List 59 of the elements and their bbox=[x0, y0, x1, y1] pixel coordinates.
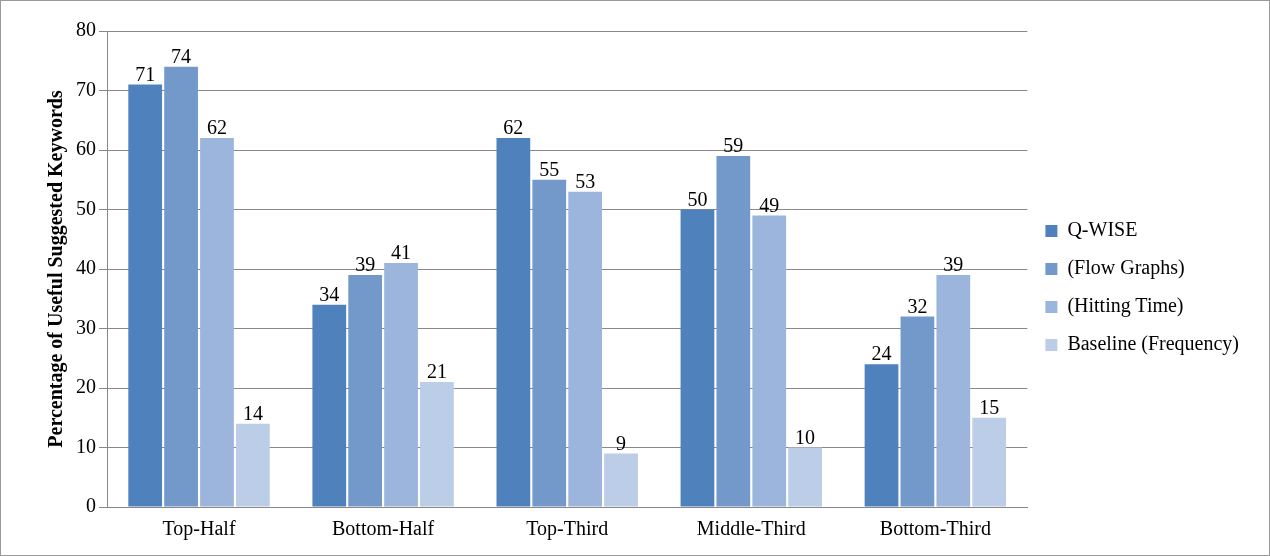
y-tick-label: 80 bbox=[76, 18, 96, 41]
legend-label: Q-WISE bbox=[1067, 218, 1138, 241]
bar bbox=[604, 453, 638, 507]
data-label: 24 bbox=[871, 342, 892, 365]
bar bbox=[200, 138, 234, 507]
bar bbox=[680, 209, 715, 507]
bar bbox=[312, 304, 347, 507]
y-tick-label: 10 bbox=[76, 434, 96, 457]
y-tick-label: 20 bbox=[76, 375, 96, 398]
data-label: 34 bbox=[319, 282, 340, 305]
data-label: 10 bbox=[795, 425, 816, 448]
bar bbox=[716, 155, 751, 507]
x-tick-label: Middle-Third bbox=[696, 517, 806, 540]
bar bbox=[936, 274, 971, 507]
data-label: 14 bbox=[242, 401, 263, 424]
bar bbox=[128, 84, 163, 507]
data-label: 49 bbox=[759, 193, 780, 216]
data-label: 39 bbox=[943, 253, 964, 276]
data-label: 32 bbox=[907, 294, 928, 317]
data-label: 62 bbox=[503, 116, 524, 139]
data-label: 50 bbox=[687, 187, 708, 210]
bar bbox=[864, 364, 899, 507]
data-label: 74 bbox=[171, 44, 192, 67]
legend-label: Baseline (Frequency) bbox=[1067, 332, 1240, 356]
data-label: 71 bbox=[135, 62, 156, 85]
x-tick-label: Bottom-Third bbox=[879, 517, 991, 540]
data-label: 39 bbox=[355, 253, 376, 276]
x-tick-label: Top-Third bbox=[526, 517, 609, 541]
bar bbox=[236, 423, 270, 507]
bar bbox=[348, 274, 383, 507]
data-label: 41 bbox=[391, 241, 412, 264]
y-tick-label: 70 bbox=[76, 77, 96, 100]
legend-label: (Hitting Time) bbox=[1067, 294, 1184, 318]
data-label: 21 bbox=[426, 360, 447, 383]
data-label: 9 bbox=[616, 431, 627, 454]
bar bbox=[752, 215, 787, 507]
data-label: 59 bbox=[723, 134, 744, 157]
bar bbox=[496, 138, 531, 507]
bar bbox=[384, 263, 418, 507]
bar bbox=[788, 447, 822, 507]
legend-label: (Flow Graphs) bbox=[1067, 256, 1185, 280]
data-label: 15 bbox=[979, 396, 1000, 418]
data-label: 53 bbox=[575, 169, 596, 192]
y-tick-label: 0 bbox=[86, 494, 96, 517]
x-tick-label: Top-Half bbox=[162, 517, 236, 541]
bar bbox=[972, 417, 1007, 507]
y-tick-label: 40 bbox=[76, 256, 96, 279]
y-tick-label: 30 bbox=[76, 315, 96, 338]
bar bbox=[420, 382, 454, 507]
data-label: 55 bbox=[539, 158, 560, 180]
data-label: 62 bbox=[206, 116, 227, 139]
y-tick-label: 60 bbox=[76, 137, 96, 160]
bar bbox=[532, 179, 567, 507]
bar bbox=[900, 316, 935, 507]
bar bbox=[164, 66, 198, 507]
y-tick-label: 50 bbox=[76, 196, 96, 219]
y-axis-title: Percentage of Useful Suggested Keywords bbox=[44, 90, 68, 448]
bar bbox=[568, 191, 603, 507]
x-tick-label: Bottom-Half bbox=[332, 517, 435, 540]
